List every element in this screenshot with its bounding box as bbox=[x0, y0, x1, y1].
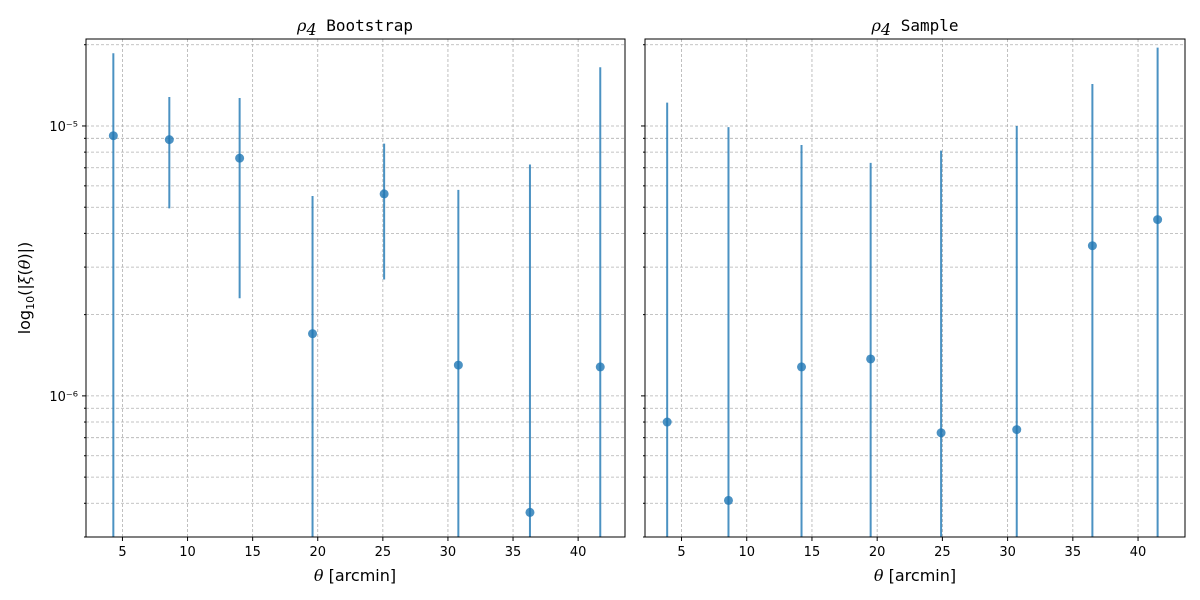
sample-panel: 5 10 15 20 25 30 35 40 ρ4 Sample θ [arcmin] bbox=[641, 16, 1186, 585]
sample-data-point bbox=[723, 495, 733, 505]
sample-x-tick-label: 5 bbox=[677, 545, 685, 560]
sample-x-tick-label: 30 bbox=[999, 545, 1016, 560]
sample-data-point bbox=[866, 354, 876, 364]
bootstrap-y-tick-label: 10⁻⁵ bbox=[49, 120, 78, 135]
bootstrap-data-point bbox=[235, 153, 245, 163]
sample-points bbox=[662, 215, 1163, 505]
bootstrap-data-point bbox=[525, 507, 535, 517]
bootstrap-x-ticks: 5 10 15 20 25 30 35 40 bbox=[118, 537, 586, 560]
bootstrap-data-point bbox=[453, 360, 463, 370]
bootstrap-panel: 5 10 15 20 25 30 35 40 10⁻⁵ 10⁻⁶ ρ4 Bootstrap θ … bbox=[15, 16, 626, 585]
sample-data-point bbox=[1153, 215, 1163, 225]
sample-x-tick-label: 35 bbox=[1065, 545, 1082, 560]
bootstrap-x-tick-label: 15 bbox=[244, 545, 261, 560]
bootstrap-data-point bbox=[108, 131, 118, 141]
sample-x-tick-label: 20 bbox=[869, 545, 886, 560]
bootstrap-axes-frame bbox=[85, 38, 626, 538]
sample-data-point bbox=[936, 428, 946, 438]
bootstrap-data-point bbox=[164, 135, 174, 145]
sample-x-tick-label: 10 bbox=[738, 545, 755, 560]
sample-data-point bbox=[797, 362, 807, 372]
bootstrap-title: ρ4 Bootstrap bbox=[296, 16, 413, 39]
sample-axes-frame bbox=[644, 38, 1186, 538]
bootstrap-x-axis-label: θ [arcmin] bbox=[314, 566, 396, 585]
bootstrap-grid bbox=[86, 39, 625, 538]
bootstrap-x-tick-label: 10 bbox=[179, 545, 196, 560]
bootstrap-y-ticks: 10⁻⁵ 10⁻⁶ bbox=[49, 44, 86, 538]
bootstrap-x-tick-label: 40 bbox=[570, 545, 587, 560]
sample-errorbars bbox=[666, 47, 1159, 537]
bootstrap-x-tick-label: 35 bbox=[505, 545, 522, 560]
sample-data-point bbox=[1087, 241, 1097, 251]
sample-title: ρ4 Sample bbox=[870, 16, 958, 39]
bootstrap-data-point bbox=[595, 362, 605, 372]
y-axis-label: log10(|ξ(θ)|) bbox=[15, 242, 37, 335]
bootstrap-data-point bbox=[379, 189, 389, 199]
sample-x-axis-label: θ [arcmin] bbox=[874, 566, 956, 585]
bootstrap-x-tick-label: 20 bbox=[309, 545, 326, 560]
sample-x-tick-label: 40 bbox=[1130, 545, 1147, 560]
sample-x-ticks: 5 10 15 20 25 30 35 40 bbox=[677, 537, 1146, 560]
sample-x-tick-label: 15 bbox=[804, 545, 821, 560]
sample-x-tick-label: 25 bbox=[934, 545, 951, 560]
bootstrap-x-tick-label: 25 bbox=[375, 545, 392, 560]
bootstrap-y-tick-label: 10⁻⁶ bbox=[49, 390, 78, 405]
bootstrap-points bbox=[108, 131, 605, 517]
bootstrap-data-point bbox=[308, 329, 318, 339]
sample-data-point bbox=[1012, 425, 1022, 435]
sample-y-ticks bbox=[641, 44, 645, 538]
bootstrap-x-tick-label: 5 bbox=[118, 545, 126, 560]
sample-data-point bbox=[662, 417, 672, 427]
bootstrap-x-tick-label: 30 bbox=[440, 545, 457, 560]
